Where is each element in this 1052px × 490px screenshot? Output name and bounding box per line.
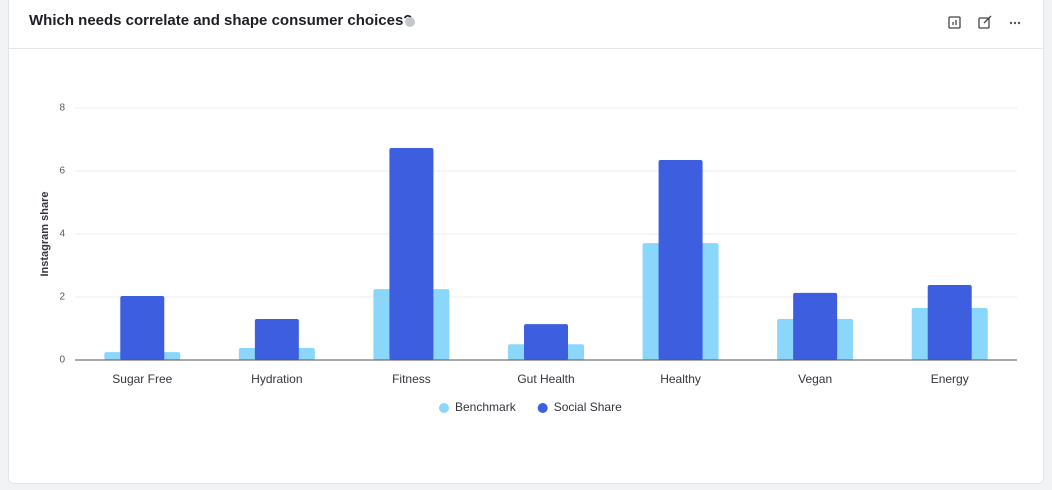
chart-type-icon[interactable] <box>948 16 961 29</box>
y-tick-label: 0 <box>59 355 65 366</box>
card: Which needs correlate and shape consumer… <box>8 0 1044 484</box>
info-icon[interactable] <box>405 17 415 27</box>
legend-label[interactable]: Benchmark <box>455 400 517 414</box>
y-axis-label: Instagram share <box>39 192 51 277</box>
x-tick-label: Vegan <box>798 372 832 386</box>
x-tick-label: Gut Health <box>517 372 574 386</box>
x-tick-label: Hydration <box>251 372 302 386</box>
y-tick-label: 8 <box>59 103 65 114</box>
legend-swatch <box>439 403 449 413</box>
legend-swatch <box>537 403 548 413</box>
bar <box>120 296 165 360</box>
more-icon[interactable] <box>1009 21 1021 25</box>
bar <box>389 148 434 360</box>
x-tick-label: Healthy <box>660 372 701 386</box>
y-tick-label: 6 <box>59 166 65 177</box>
bar <box>793 292 838 360</box>
y-tick-label: 4 <box>59 229 65 240</box>
bar <box>927 285 972 360</box>
bar <box>524 324 568 360</box>
bar <box>658 159 703 360</box>
edit-icon[interactable] <box>978 15 992 29</box>
x-tick-label: Sugar Free <box>112 372 172 386</box>
y-tick-label: 2 <box>59 292 65 303</box>
header-icons <box>405 15 1021 29</box>
x-tick-label: Energy <box>931 372 969 386</box>
card-title: Which needs correlate and shape consumer… <box>29 12 413 29</box>
bar <box>254 319 299 360</box>
x-tick-label: Fitness <box>392 372 431 386</box>
card-header: Which needs correlate and shape consumer… <box>9 0 1043 49</box>
legend-label[interactable]: Social Share <box>554 400 622 414</box>
